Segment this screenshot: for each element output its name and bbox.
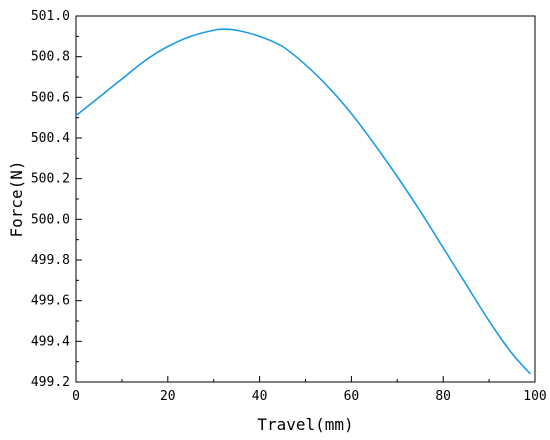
- y-tick-label: 499.6: [31, 294, 70, 309]
- y-tick-label: 500.2: [31, 172, 70, 187]
- series-line: [75, 28, 532, 375]
- x-tick-label: 20: [160, 389, 176, 404]
- line-layer: [75, 28, 532, 375]
- y-tick-label: 500.4: [31, 131, 70, 146]
- y-tick-label: 499.4: [31, 334, 70, 349]
- y-tick-label: 499.2: [31, 375, 70, 390]
- x-tick-label: 60: [344, 389, 360, 404]
- y-tick-label: 500.0: [31, 212, 70, 227]
- y-axis-label: Force(N): [7, 160, 26, 237]
- x-tick-label: 80: [435, 389, 451, 404]
- x-axis-label: Travel(mm): [257, 415, 353, 434]
- plot-frame: [75, 15, 536, 383]
- x-tick-label: 0: [72, 389, 80, 404]
- y-tick-label: 499.8: [31, 253, 70, 268]
- ticks-layer: 0 20 40 60 80 100 499.2 499.4 499.6 499.8 500.0 500…: [31, 9, 547, 404]
- y-tick-label: 500.8: [31, 50, 70, 65]
- y-tick-label: 501.0: [31, 9, 70, 24]
- x-tick-label: 100: [523, 389, 546, 404]
- y-tick-label: 500.6: [31, 90, 70, 105]
- x-tick-label: 40: [252, 389, 268, 404]
